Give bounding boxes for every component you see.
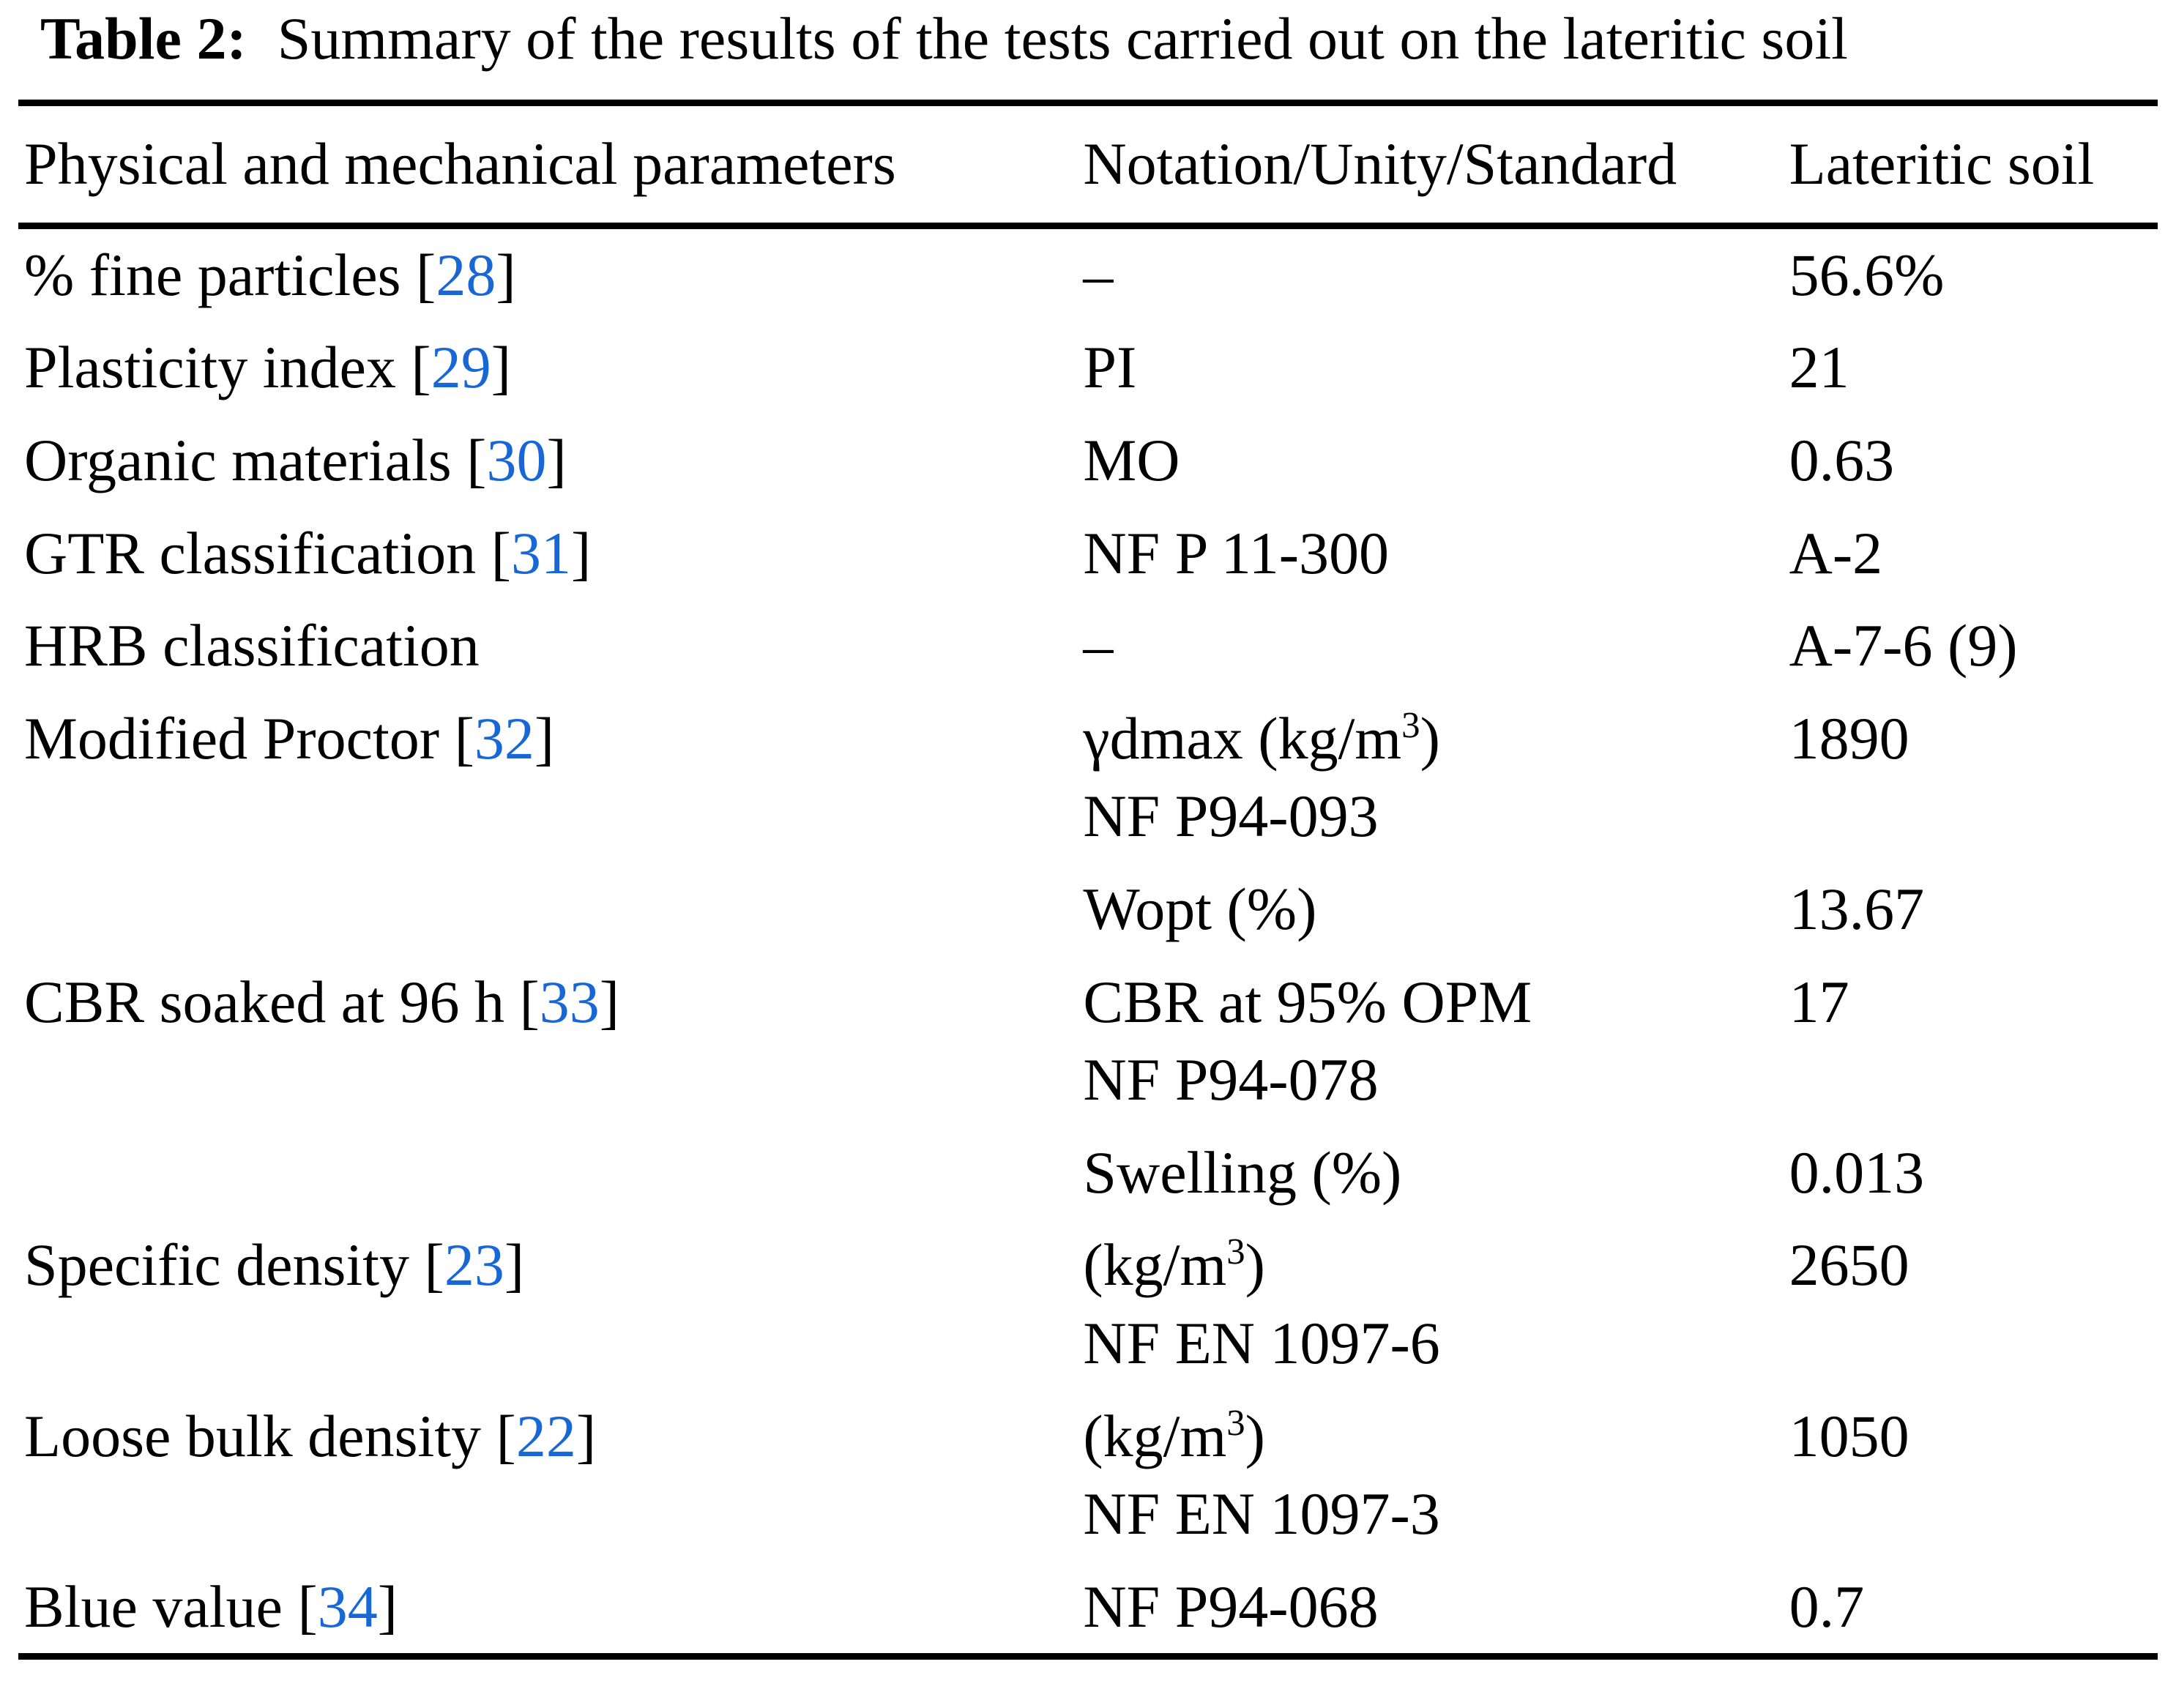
value-cell: 17 bbox=[1784, 956, 2158, 1127]
param-cell bbox=[18, 863, 1077, 956]
notation-line: – bbox=[1083, 241, 1114, 308]
param-cell: % fine particles [28] bbox=[24, 241, 516, 308]
notation-cell: NF P 11-300 bbox=[1077, 507, 1783, 600]
param-cell bbox=[18, 1127, 1077, 1220]
value-text: 2650 bbox=[1789, 1231, 1909, 1299]
notation-line: Swelling (%) bbox=[1083, 1138, 1402, 1206]
value-text: 21 bbox=[1789, 334, 1849, 401]
value-cell: 2650 bbox=[1784, 1219, 2158, 1390]
value-cell: A-7-6 (9) bbox=[1784, 600, 2158, 693]
citation-ref-link[interactable]: 32 bbox=[474, 704, 534, 772]
notation-cell: Swelling (%) bbox=[1077, 1127, 1783, 1220]
value-text: 56.6% bbox=[1789, 241, 1945, 308]
notation-cell: (kg/m3) NF EN 1097-6 bbox=[1077, 1219, 1783, 1390]
value-text: 0.013 bbox=[1789, 1138, 1925, 1206]
value-text: A-2 bbox=[1789, 519, 1883, 586]
param-cell: Specific density [23] bbox=[24, 1231, 525, 1299]
table-number-label: Table 2: bbox=[40, 5, 247, 72]
citation-ref-link[interactable]: 22 bbox=[515, 1402, 576, 1469]
notation-line: (kg/m3) bbox=[1083, 1231, 1265, 1299]
results-table: Physical and mechanical parameters Notat… bbox=[18, 100, 2158, 1660]
header-row: Physical and mechanical parameters Notat… bbox=[18, 102, 2158, 229]
value-cell: 56.6% bbox=[1784, 225, 2158, 321]
notation-line: γdmax (kg/m3) bbox=[1083, 704, 1440, 772]
notation-cell: (kg/m3) NF EN 1097-3 bbox=[1077, 1390, 1783, 1561]
citation-ref-link[interactable]: 23 bbox=[444, 1231, 504, 1299]
table-row: Swelling (%) 0.013 bbox=[18, 1127, 2158, 1220]
notation-line: NF P94-093 bbox=[1083, 783, 1379, 850]
notation-cell: Wopt (%) bbox=[1077, 863, 1783, 956]
notation-cell: CBR at 95% OPM NF P94-078 bbox=[1077, 956, 1783, 1127]
value-cell: 0.63 bbox=[1784, 414, 2158, 507]
value-cell: 21 bbox=[1784, 321, 2158, 414]
table-row: Plasticity index [29] PI 21 bbox=[18, 321, 2158, 414]
value-cell: 13.67 bbox=[1784, 863, 2158, 956]
param-cell: Modified Proctor [32] bbox=[24, 704, 555, 772]
citation-ref-link[interactable]: 33 bbox=[539, 968, 600, 1035]
table-row: Loose bulk density [22] (kg/m3) NF EN 1097… bbox=[18, 1390, 2158, 1561]
results-table-body: % fine particles [28] – 56.6% Plasticity in… bbox=[18, 225, 2158, 1657]
notation-cell: – bbox=[1077, 600, 1783, 693]
notation-line: NF P94-068 bbox=[1083, 1573, 1379, 1640]
citation-ref-link[interactable]: 31 bbox=[510, 519, 571, 586]
value-text: 1890 bbox=[1789, 704, 1909, 772]
table-row: % fine particles [28] – 56.6% bbox=[18, 225, 2158, 321]
notation-line: MO bbox=[1083, 427, 1180, 494]
col-header-parameters: Physical and mechanical parameters bbox=[18, 102, 1078, 229]
col-header-notation: Notation/Unity/Standard bbox=[1077, 102, 1784, 229]
table-row: HRB classification – A-7-6 (9) bbox=[18, 600, 2158, 693]
citation-ref-link[interactable]: 28 bbox=[436, 241, 496, 308]
value-cell: 1050 bbox=[1784, 1390, 2158, 1561]
results-table-header: Physical and mechanical parameters Notat… bbox=[18, 102, 2158, 229]
table-caption: Table 2: Summary of the results of the te… bbox=[18, 4, 2158, 73]
notation-line: NF EN 1097-6 bbox=[1083, 1310, 1440, 1377]
param-cell: Loose bulk density [22] bbox=[24, 1402, 597, 1469]
table-row: Wopt (%) 13.67 bbox=[18, 863, 2158, 956]
param-cell: Plasticity index [29] bbox=[24, 334, 512, 401]
table-title-text: Summary of the results of the tests carr… bbox=[277, 5, 1848, 72]
value-text: 0.63 bbox=[1789, 427, 1895, 494]
value-text: 1050 bbox=[1789, 1402, 1909, 1469]
notation-line: (kg/m3) bbox=[1083, 1402, 1265, 1469]
value-cell: 1890 bbox=[1784, 693, 2158, 863]
table-row: Specific density [23] (kg/m3) NF EN 1097-6… bbox=[18, 1219, 2158, 1390]
param-cell: CBR soaked at 96 h [33] bbox=[24, 968, 620, 1035]
param-cell: HRB classification bbox=[24, 612, 480, 679]
col-header-value: Lateritic soil bbox=[1783, 102, 2158, 229]
citation-ref-link[interactable]: 34 bbox=[317, 1573, 378, 1640]
table-row: Blue value [34] NF P94-068 0.7 bbox=[18, 1561, 2158, 1657]
notation-cell: – bbox=[1077, 225, 1783, 321]
value-text: 0.7 bbox=[1789, 1573, 1865, 1640]
notation-line: NF EN 1097-3 bbox=[1083, 1480, 1440, 1548]
notation-cell: PI bbox=[1077, 321, 1783, 414]
param-cell: Blue value [34] bbox=[24, 1573, 398, 1640]
value-cell: 0.7 bbox=[1784, 1561, 2158, 1657]
notation-line: NF P 11-300 bbox=[1083, 519, 1390, 586]
value-cell: 0.013 bbox=[1784, 1127, 2158, 1220]
notation-line: NF P94-078 bbox=[1083, 1046, 1379, 1114]
table-row: Organic materials [30] MO 0.63 bbox=[18, 414, 2158, 507]
table-row: GTR classification [31] NF P 11-300 A-2 bbox=[18, 507, 2158, 600]
citation-ref-link[interactable]: 30 bbox=[486, 427, 547, 494]
notation-line: CBR at 95% OPM bbox=[1083, 968, 1532, 1035]
value-text: A-7-6 (9) bbox=[1789, 612, 2018, 679]
citation-ref-link[interactable]: 29 bbox=[431, 334, 491, 401]
notation-cell: γdmax (kg/m3) NF P94-093 bbox=[1077, 693, 1783, 863]
param-cell: Organic materials [30] bbox=[24, 427, 567, 494]
notation-cell: MO bbox=[1077, 414, 1783, 507]
table-row: CBR soaked at 96 h [33] CBR at 95% OPM NF … bbox=[18, 956, 2158, 1127]
value-cell: A-2 bbox=[1784, 507, 2158, 600]
notation-line: PI bbox=[1083, 334, 1137, 401]
table-row: Modified Proctor [32] γdmax (kg/m3) NF P94… bbox=[18, 693, 2158, 863]
notation-cell: NF P94-068 bbox=[1077, 1561, 1783, 1657]
value-text: 17 bbox=[1789, 968, 1849, 1035]
notation-line: – bbox=[1083, 612, 1114, 679]
notation-line: Wopt (%) bbox=[1083, 876, 1317, 943]
param-cell: GTR classification [31] bbox=[24, 519, 592, 586]
value-text: 13.67 bbox=[1789, 876, 1925, 943]
